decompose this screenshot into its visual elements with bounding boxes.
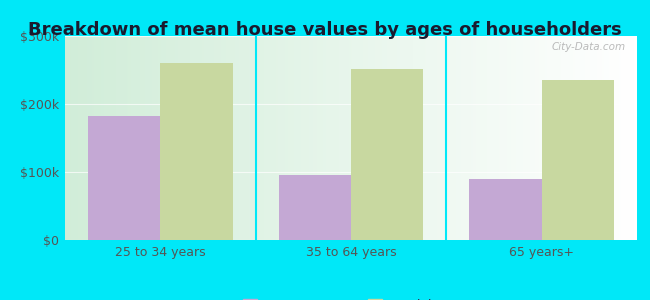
Bar xyxy=(88,116,161,240)
Text: Breakdown of mean house values by ages of householders: Breakdown of mean house values by ages o… xyxy=(28,21,622,39)
Bar xyxy=(351,69,423,240)
Bar xyxy=(469,179,541,240)
Bar xyxy=(279,176,351,240)
Bar xyxy=(161,63,233,240)
Text: City-Data.com: City-Data.com xyxy=(551,42,625,52)
Bar xyxy=(541,80,614,240)
Legend: Jeanerette, Louisiana: Jeanerette, Louisiana xyxy=(238,294,464,300)
